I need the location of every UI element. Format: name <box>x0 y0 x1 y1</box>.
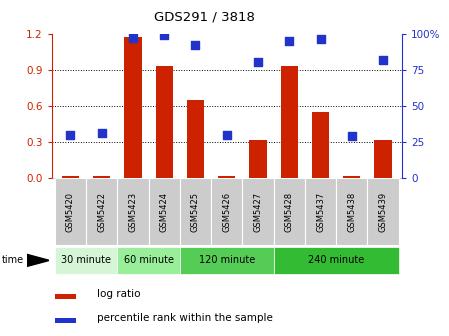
Bar <box>55 318 76 323</box>
Point <box>286 38 293 44</box>
Text: GSM5437: GSM5437 <box>316 192 325 232</box>
Point <box>348 133 356 139</box>
Bar <box>180 178 211 245</box>
Text: 60 minute: 60 minute <box>123 255 174 265</box>
Bar <box>124 37 141 178</box>
Point <box>223 132 230 137</box>
Bar <box>93 176 110 178</box>
Bar <box>281 66 298 178</box>
Bar <box>273 247 399 274</box>
Bar <box>336 178 367 245</box>
Text: GSM5425: GSM5425 <box>191 192 200 232</box>
Text: GSM5427: GSM5427 <box>254 192 263 232</box>
Point <box>129 35 136 41</box>
Text: GSM5428: GSM5428 <box>285 192 294 232</box>
Text: GSM5423: GSM5423 <box>128 192 137 232</box>
Point <box>192 42 199 48</box>
Bar <box>156 66 173 178</box>
Text: GDS291 / 3818: GDS291 / 3818 <box>154 10 255 23</box>
Bar <box>312 112 329 178</box>
Bar <box>117 178 149 245</box>
Bar <box>149 178 180 245</box>
Bar <box>218 176 235 178</box>
Point <box>255 60 262 65</box>
Text: GSM5438: GSM5438 <box>348 192 357 232</box>
Bar <box>374 139 392 178</box>
Bar <box>242 178 273 245</box>
Point <box>161 32 168 38</box>
Bar <box>180 247 273 274</box>
Point <box>67 132 74 137</box>
Bar <box>249 139 267 178</box>
Text: GSM5426: GSM5426 <box>222 192 231 232</box>
Text: GSM5422: GSM5422 <box>97 192 106 232</box>
Point <box>379 57 387 62</box>
Text: time: time <box>2 255 24 265</box>
Bar <box>117 247 180 274</box>
Text: 240 minute: 240 minute <box>308 255 364 265</box>
Text: 120 minute: 120 minute <box>198 255 255 265</box>
Bar <box>367 178 399 245</box>
Text: percentile rank within the sample: percentile rank within the sample <box>97 313 273 324</box>
Bar <box>305 178 336 245</box>
Bar <box>273 178 305 245</box>
Bar <box>62 176 79 178</box>
Text: GSM5439: GSM5439 <box>379 192 387 232</box>
Bar <box>55 294 76 298</box>
Text: GSM5424: GSM5424 <box>160 192 169 232</box>
Bar <box>55 247 117 274</box>
Text: 30 minute: 30 minute <box>61 255 111 265</box>
Bar <box>187 100 204 178</box>
Bar <box>86 178 117 245</box>
Text: GSM5420: GSM5420 <box>66 192 75 232</box>
Point <box>317 37 324 42</box>
Polygon shape <box>27 254 49 266</box>
Bar <box>343 176 361 178</box>
Bar <box>55 178 86 245</box>
Bar <box>211 178 242 245</box>
Point <box>98 131 105 136</box>
Text: log ratio: log ratio <box>97 289 141 299</box>
